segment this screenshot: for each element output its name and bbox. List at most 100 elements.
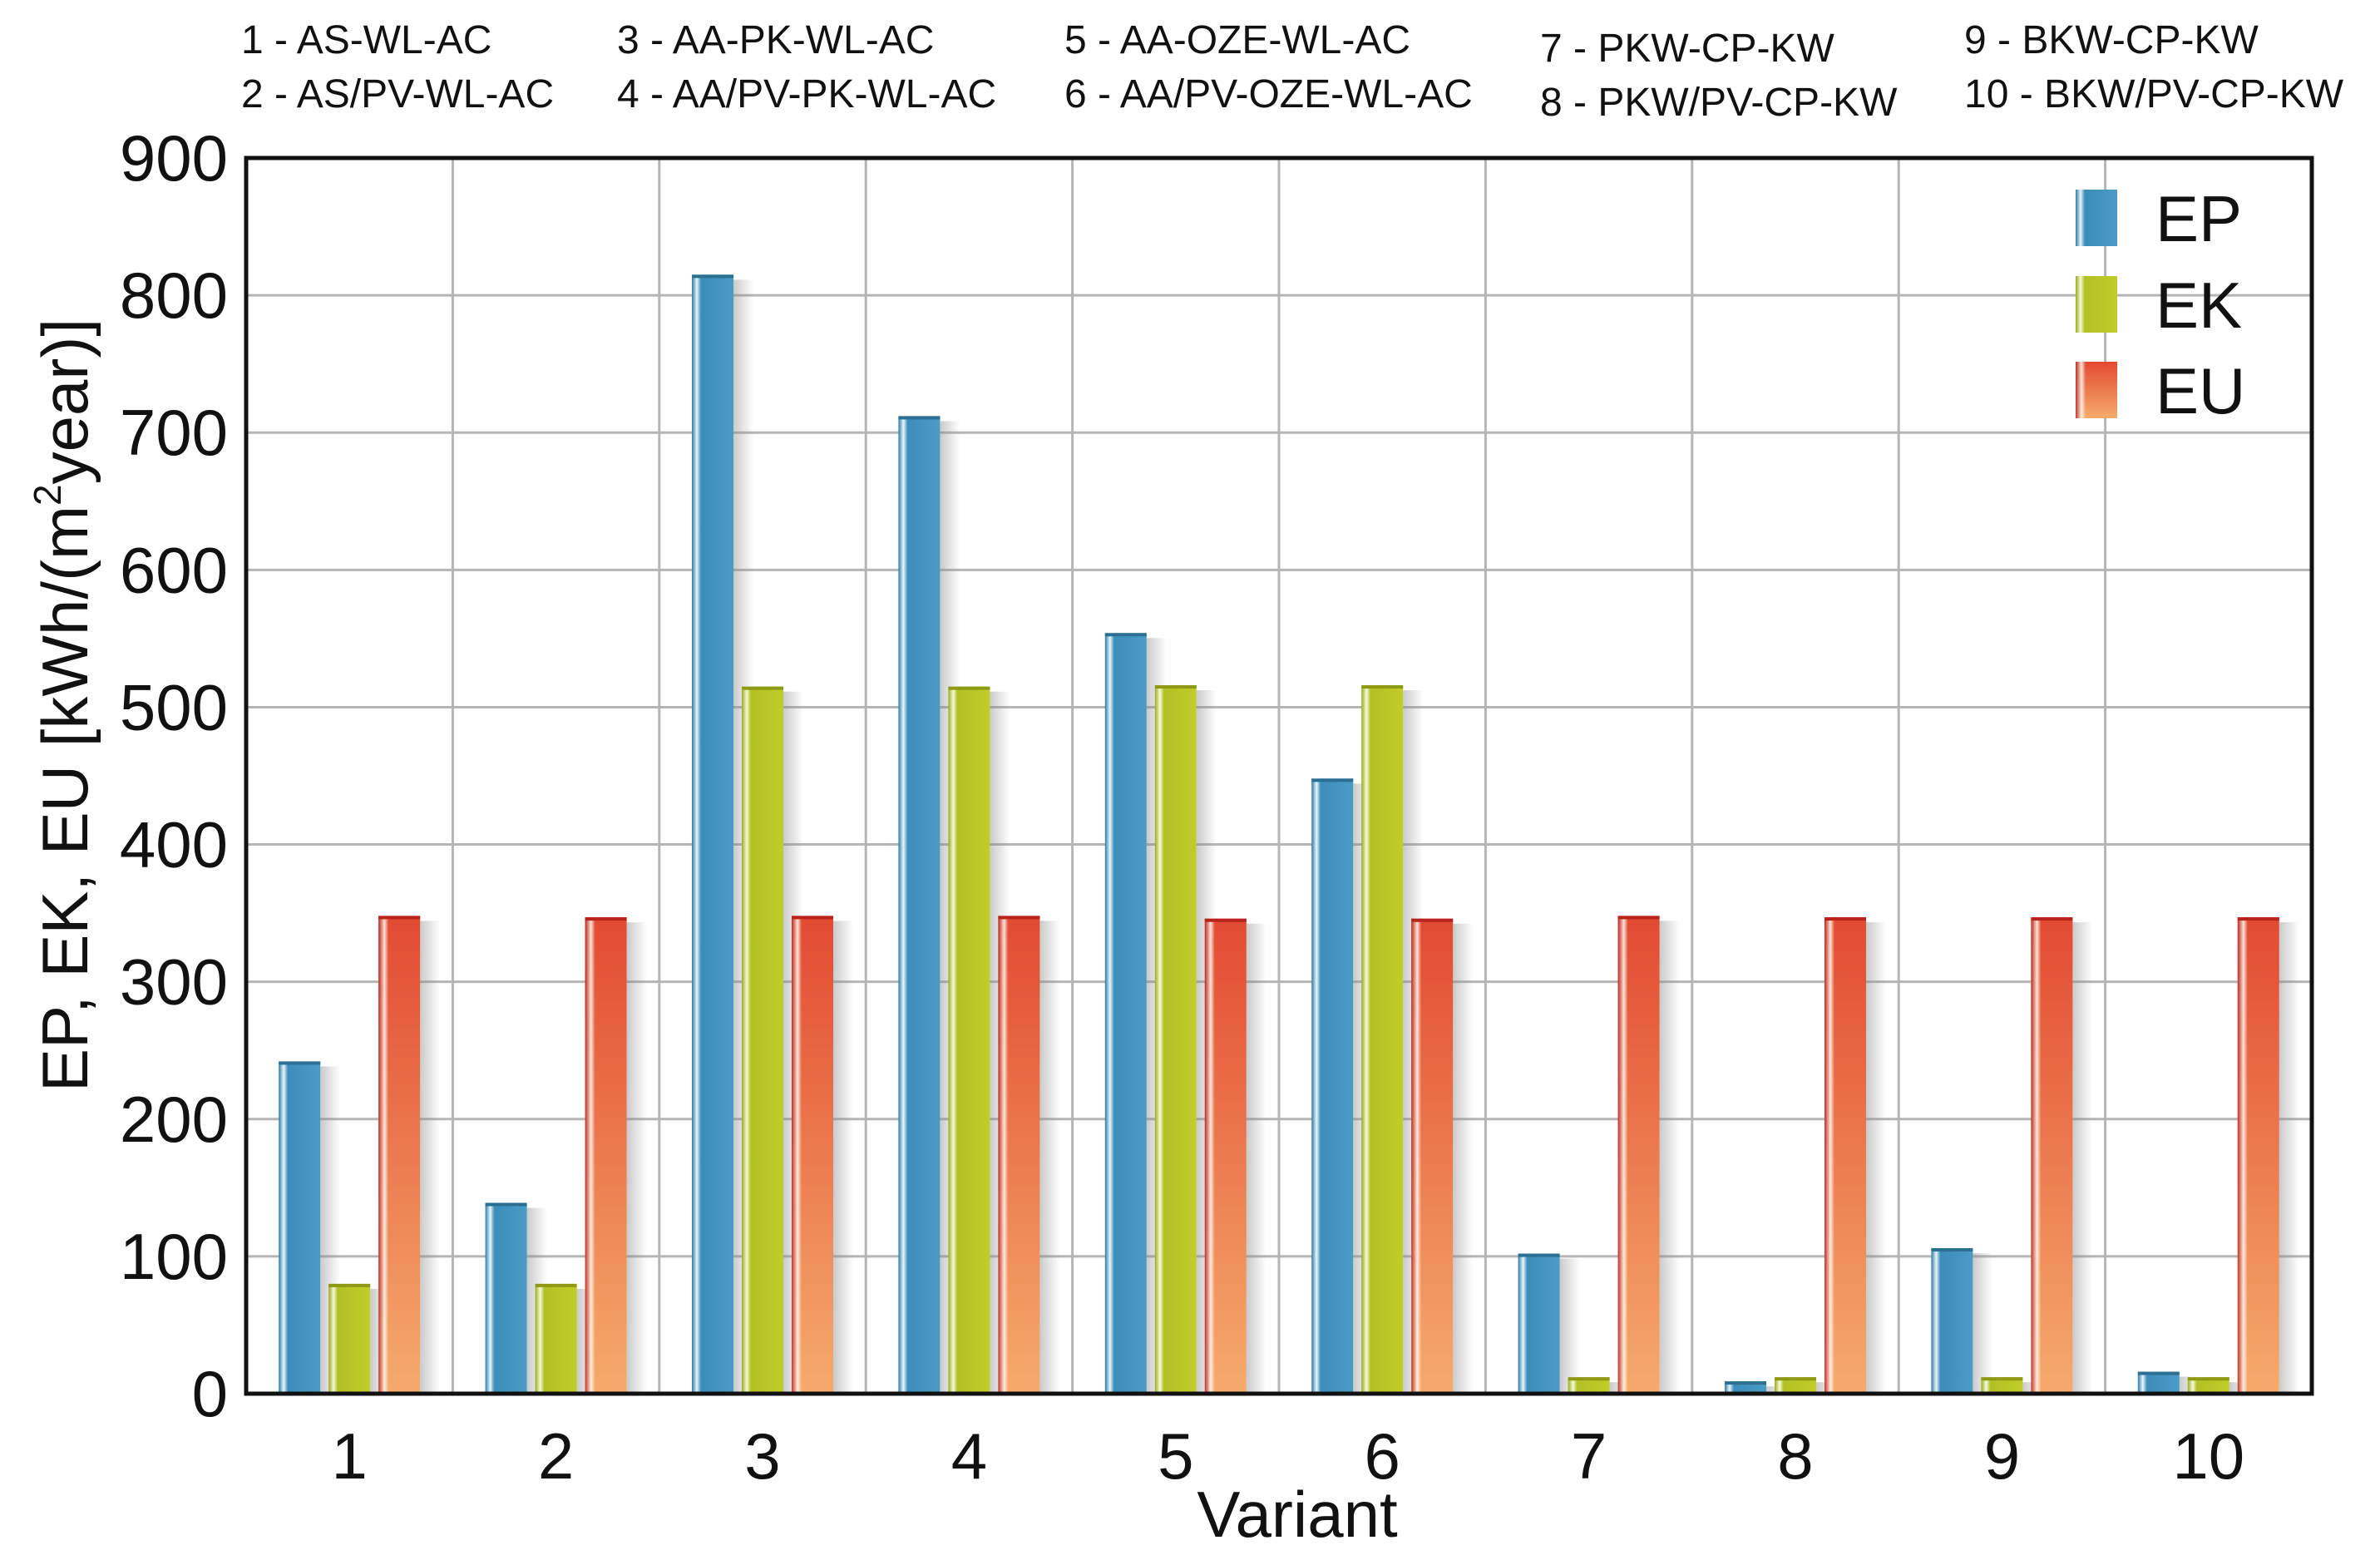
bar-top-edge bbox=[1154, 685, 1197, 689]
bar-top-edge bbox=[898, 416, 941, 420]
bar-top-edge bbox=[535, 1283, 577, 1287]
legend-swatch-ek bbox=[2076, 276, 2117, 333]
bar-top-edge bbox=[1104, 633, 1147, 637]
y-tick-label: 500 bbox=[120, 670, 228, 743]
bar-shadow bbox=[1866, 922, 1886, 1394]
x-tick-labels: 1 2 3 4 5 6 7 8 9 10 bbox=[332, 1419, 2245, 1493]
y-axis-title: EP, EK, EU [kWh/(m2year)] bbox=[26, 318, 101, 1092]
bar-shadow bbox=[1659, 921, 1680, 1394]
bar-shadow bbox=[1246, 923, 1267, 1394]
bar-top-edge bbox=[2031, 917, 2073, 921]
legend-swatch-eu-edge bbox=[2076, 362, 2117, 418]
bar-eu-highlight bbox=[1617, 916, 1660, 1394]
x-tick-label: 9 bbox=[1984, 1419, 2020, 1493]
bar-ek-10 bbox=[2187, 1377, 2229, 1394]
bar-top-edge bbox=[1204, 918, 1247, 922]
bar-ep-3 bbox=[692, 274, 733, 1394]
x-tick-label: 3 bbox=[744, 1419, 780, 1493]
legend-swatch-ep bbox=[2076, 190, 2117, 246]
bar-top-edge bbox=[1311, 778, 1354, 782]
plot-frame bbox=[244, 156, 2314, 1396]
bar-top-edge bbox=[1361, 685, 1404, 689]
variant-legend-2: 2 - AS/PV-WL-AC bbox=[241, 72, 554, 116]
bar-top-edge bbox=[485, 1202, 527, 1207]
x-tick-label: 6 bbox=[1365, 1419, 1400, 1493]
bar-top-edge bbox=[1775, 1377, 1816, 1381]
y-tick-label: 0 bbox=[192, 1357, 228, 1430]
bar-top-edge bbox=[792, 916, 833, 920]
variant-legend-6: 6 - AA/PV-OZE-WL-AC bbox=[1064, 72, 1473, 116]
bar-ek-9 bbox=[1981, 1377, 2023, 1394]
bar-top-edge bbox=[585, 917, 627, 921]
bar-ek-3 bbox=[742, 686, 783, 1394]
bar-eu-highlight bbox=[585, 917, 627, 1394]
legend-label-ep: EP bbox=[2155, 182, 2242, 255]
bar-shadow bbox=[626, 922, 647, 1394]
x-tick-label: 2 bbox=[538, 1419, 574, 1493]
y-tick-label: 400 bbox=[120, 808, 228, 881]
bar-ek-4 bbox=[948, 686, 990, 1394]
variant-legend-8: 8 - PKW/PV-CP-KW bbox=[1540, 81, 1898, 125]
y-tick-label: 700 bbox=[120, 396, 228, 469]
legend-label-ek: EK bbox=[2155, 269, 2242, 342]
bar-ek-6 bbox=[1361, 685, 1404, 1394]
bar-top-edge bbox=[998, 916, 1040, 920]
bar-ek-2 bbox=[535, 1283, 577, 1394]
bar-top-edge bbox=[742, 686, 783, 690]
bar-top-edge bbox=[378, 916, 421, 920]
bar-shadow bbox=[1453, 923, 1474, 1394]
bar-top-edge bbox=[948, 686, 990, 690]
variant-legend-3: 3 - AA-PK-WL-AC bbox=[617, 18, 934, 62]
bar-eu-highlight bbox=[378, 916, 421, 1394]
bar-eu-highlight bbox=[2237, 917, 2279, 1394]
y-tick-label: 200 bbox=[120, 1083, 228, 1156]
bar-shadow bbox=[2072, 922, 2093, 1394]
bar-shadow bbox=[2279, 922, 2299, 1394]
bar-top-edge bbox=[692, 274, 733, 279]
series-legend: EP EK EU bbox=[2076, 182, 2245, 427]
x-tick-label: 5 bbox=[1158, 1419, 1193, 1493]
x-tick-label: 8 bbox=[1777, 1419, 1813, 1493]
bars bbox=[279, 274, 2299, 1394]
bar-shadow bbox=[833, 921, 853, 1394]
bar-ep-7 bbox=[1518, 1253, 1560, 1394]
bar-ep-4 bbox=[898, 416, 941, 1394]
bar-top-edge bbox=[1825, 917, 1866, 921]
variant-legend-7: 7 - PKW-CP-KW bbox=[1540, 27, 1834, 71]
bar-ep-1 bbox=[279, 1061, 321, 1394]
bar-top-edge bbox=[279, 1061, 321, 1065]
x-tick-label: 10 bbox=[2172, 1419, 2244, 1493]
x-tick-label: 7 bbox=[1571, 1419, 1607, 1493]
bar-top-edge bbox=[2187, 1377, 2229, 1381]
variant-legend-10: 10 - BKW/PV-CP-KW bbox=[1964, 72, 2344, 116]
bar-eu-highlight bbox=[1825, 917, 1866, 1394]
bar-ep-2 bbox=[485, 1202, 527, 1394]
variant-legend-5: 5 - AA-OZE-WL-AC bbox=[1064, 18, 1410, 62]
bar-shadow bbox=[420, 921, 441, 1394]
variant-legend-1: 1 - AS-WL-AC bbox=[241, 18, 491, 62]
bar-eu-highlight bbox=[792, 916, 833, 1394]
bar-top-edge bbox=[1617, 916, 1660, 920]
bar-top-edge bbox=[1725, 1381, 1766, 1385]
bar-eu-highlight bbox=[1411, 918, 1454, 1394]
bar-ek-1 bbox=[328, 1283, 371, 1394]
bar-ep-6 bbox=[1311, 778, 1354, 1394]
bar-ep-9 bbox=[1931, 1247, 1973, 1394]
y-tick-label: 800 bbox=[120, 259, 228, 332]
bar-eu-highlight bbox=[998, 916, 1040, 1394]
bar-eu-highlight bbox=[1204, 918, 1247, 1394]
bar-top-edge bbox=[2137, 1371, 2180, 1375]
bar-top-edge bbox=[1518, 1253, 1560, 1257]
bar-ek-8 bbox=[1775, 1377, 1816, 1394]
bar-ek-7 bbox=[1568, 1377, 1610, 1394]
bar-shadow bbox=[1973, 1252, 1993, 1394]
bar-top-edge bbox=[1568, 1377, 1610, 1381]
variant-legend-9: 9 - BKW-CP-KW bbox=[1964, 18, 2259, 62]
bar-eu-highlight bbox=[2031, 917, 2073, 1394]
bar-ek-5 bbox=[1154, 685, 1197, 1394]
bar-top-edge bbox=[1981, 1377, 2023, 1381]
y-tick-label: 300 bbox=[120, 945, 228, 1019]
bar-ep-5 bbox=[1104, 633, 1147, 1394]
bar-top-edge bbox=[2237, 917, 2279, 921]
